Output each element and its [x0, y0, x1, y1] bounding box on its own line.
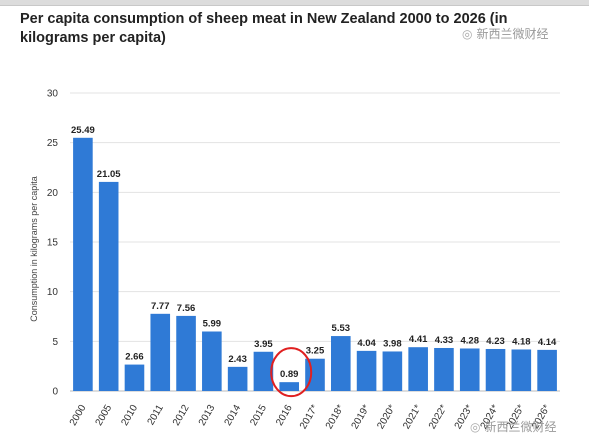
highlight-circle [270, 347, 313, 398]
bar [382, 351, 403, 391]
data-label: 2.66 [125, 352, 144, 363]
bar [124, 364, 145, 391]
bar [150, 313, 171, 391]
x-tick-label: 2013 [197, 403, 218, 428]
y-tick-label: 5 [52, 337, 58, 348]
bar [459, 348, 480, 391]
data-label: 5.53 [332, 323, 351, 334]
x-tick-label: 2011 [146, 403, 166, 428]
bar [356, 350, 377, 391]
x-tick-label: 2015 [248, 403, 269, 428]
top-strip [0, 0, 589, 6]
data-label: 2.43 [228, 354, 247, 365]
y-tick-label: 25 [47, 138, 59, 149]
bar [537, 349, 557, 391]
data-label: 7.56 [177, 303, 196, 314]
data-label: 4.04 [357, 338, 376, 349]
x-tick-label: 2012 [171, 403, 192, 428]
watermark-top: ◎ 新西兰微财经 [462, 25, 549, 42]
bar [227, 366, 248, 391]
data-label: 4.28 [460, 335, 479, 346]
wechat-icon: ◎ [462, 27, 473, 41]
y-tick-label: 0 [52, 387, 58, 398]
watermark-text: 新西兰微财经 [476, 27, 549, 41]
data-label: 4.23 [486, 336, 505, 347]
data-label: 21.05 [97, 169, 121, 180]
x-tick-label: 2005 [94, 403, 115, 428]
bar [253, 351, 274, 391]
y-ticks: 0 5 10 15 20 25 30 [47, 89, 59, 398]
data-label: 4.14 [538, 337, 557, 348]
data-label: 5.99 [203, 318, 222, 329]
y-tick-label: 15 [47, 238, 59, 249]
data-label: 3.25 [306, 346, 325, 357]
watermark-bottom: ◎ 新西兰微财经 [470, 418, 557, 435]
bar [98, 181, 119, 391]
data-labels: 25.49 21.05 2.66 7.77 7.56 5.99 2.43 3.95 0.89 3.… [71, 125, 557, 380]
x-tick-label: 2021* [401, 403, 424, 431]
data-label: 3.98 [383, 338, 402, 349]
x-tick-label: 2000 [68, 403, 89, 428]
x-tick-label: 2016 [274, 403, 295, 428]
chart-title: Per capita consumption of sheep meat in … [20, 11, 508, 46]
x-tick-label: 2019* [350, 403, 373, 431]
y-tick-label: 10 [47, 287, 59, 298]
x-tick-label: 2018* [324, 403, 347, 431]
bar [176, 315, 196, 391]
bar [408, 347, 428, 391]
y-tick-label: 20 [47, 188, 59, 199]
data-label: 25.49 [71, 125, 95, 136]
wechat-icon: ◎ [470, 420, 481, 434]
x-tick-label: 2014 [223, 403, 244, 428]
bar [279, 382, 300, 391]
data-label: 7.77 [151, 301, 170, 312]
y-axis-label: Consumption in kilograms per capita [29, 176, 39, 322]
x-tick-label: 2010 [119, 403, 140, 428]
data-label: 4.18 [512, 336, 531, 347]
bar [434, 347, 454, 391]
bar [511, 349, 532, 391]
data-label: 3.95 [254, 339, 273, 350]
watermark-text: 新西兰微财经 [484, 420, 557, 434]
data-label: 4.33 [435, 335, 454, 346]
y-tick-label: 30 [47, 89, 59, 100]
x-tick-label: 2020* [375, 403, 398, 431]
bar [202, 331, 222, 391]
data-label: 0.89 [280, 369, 299, 380]
bar [330, 336, 351, 391]
data-label: 4.41 [409, 334, 428, 345]
bars [73, 137, 557, 391]
bar [73, 137, 93, 391]
x-tick-label: 2017* [298, 403, 321, 431]
bar [485, 348, 506, 391]
x-tick-label: 2022* [427, 403, 450, 431]
